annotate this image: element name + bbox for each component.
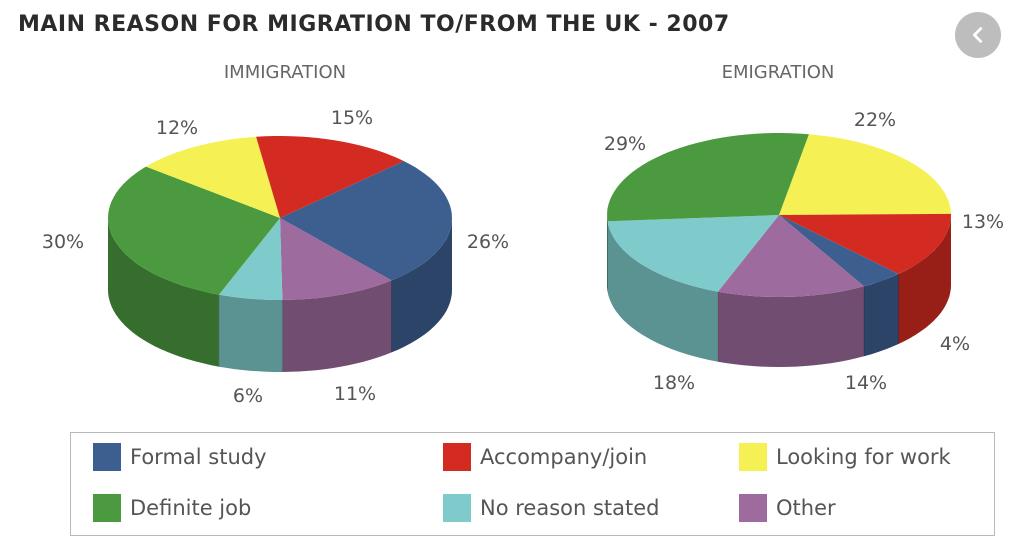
immigration-label-other: 11% xyxy=(334,383,376,405)
legend-item-no-reason-stated: No reason stated xyxy=(443,492,660,524)
pie-emigration-side-accompany-join xyxy=(898,215,951,344)
emigration-label-formal-study: 4% xyxy=(940,333,970,355)
legend-swatch-formal-study xyxy=(93,443,121,471)
legend-swatch-other xyxy=(739,494,767,522)
pie-emigration-side-no-reason-stated xyxy=(607,221,718,362)
pie-immigration-slice-formal-study xyxy=(280,161,452,281)
pie-immigration-side-formal-study xyxy=(391,218,452,353)
immigration-label-accompany: 15% xyxy=(331,107,373,129)
pie-charts: IMMIGRATION EMIGRATION 26% 11% 6% 30% 12… xyxy=(42,62,1004,407)
legend-label: Accompany/join xyxy=(480,445,648,469)
legend-label: Looking for work xyxy=(776,445,951,469)
legend-label: Formal study xyxy=(130,445,267,469)
immigration-label-no-reason: 6% xyxy=(233,385,263,407)
back-button[interactable] xyxy=(955,12,1001,58)
pie-immigration-slice-accompany-join xyxy=(256,136,404,218)
pie-immigration-slice-looking-for-work xyxy=(146,136,280,218)
legend-swatch-no-reason-stated xyxy=(443,494,471,522)
pie-immigration-side-definite-job xyxy=(108,218,219,367)
pie-emigration-slice-accompany-join xyxy=(779,213,951,274)
emigration-label-accompany: 13% xyxy=(962,211,1004,233)
legend-item-other: Other xyxy=(739,492,836,524)
legend: Formal study Accompany/join Looking for … xyxy=(70,432,995,536)
emigration-label-definite-job: 29% xyxy=(604,133,646,155)
legend-item-looking-for-work: Looking for work xyxy=(739,441,951,473)
legend-label: Definite job xyxy=(130,496,252,520)
legend-label: No reason stated xyxy=(480,496,660,520)
pie-immigration-slice-other xyxy=(280,218,392,300)
emigration-label-looking-for-work: 22% xyxy=(854,109,896,131)
immigration-label-looking-for-work: 12% xyxy=(156,117,198,139)
legend-item-definite-job: Definite job xyxy=(93,492,251,524)
immigration-title: IMMIGRATION xyxy=(224,62,346,83)
legend-label: Other xyxy=(776,496,836,520)
pie-immigration-side-no-reason-stated xyxy=(218,294,283,372)
pie-emigration-slice-no-reason-stated xyxy=(607,215,779,292)
emigration-label-other: 14% xyxy=(845,372,887,394)
pie-immigration-side-other xyxy=(282,280,392,372)
legend-item-accompany-join: Accompany/join xyxy=(443,441,647,473)
pie-emigration-slice-other xyxy=(717,215,864,297)
pie-emigration-side-other xyxy=(717,286,864,367)
legend-swatch-definite-job xyxy=(93,494,121,522)
pie-immigration-slice-no-reason-stated xyxy=(218,218,283,300)
legend-item-formal-study: Formal study xyxy=(93,441,267,473)
chevron-left-icon xyxy=(972,27,983,43)
immigration-label-definite-job: 30% xyxy=(42,231,84,253)
legend-swatch-looking-for-work xyxy=(739,443,767,471)
pie-emigration-side-definite-job xyxy=(607,215,608,292)
emigration-label-no-reason: 18% xyxy=(653,372,695,394)
chart-title: MAIN REASON FOR MIGRATION TO/FROM THE UK… xyxy=(18,12,730,37)
pie-emigration-slice-formal-study xyxy=(779,215,899,287)
pie-emigration-side-formal-study xyxy=(864,274,899,357)
pie-emigration-slice-definite-job xyxy=(607,133,809,222)
emigration-pie xyxy=(607,133,951,367)
legend-swatch-accompany-join xyxy=(443,443,471,471)
immigration-pie xyxy=(108,136,452,372)
pie-emigration-slice-looking-for-work xyxy=(779,134,951,215)
pie-immigration-slice-definite-job xyxy=(108,166,280,295)
emigration-title: EMIGRATION xyxy=(722,62,835,83)
immigration-label-formal-study: 26% xyxy=(467,231,509,253)
